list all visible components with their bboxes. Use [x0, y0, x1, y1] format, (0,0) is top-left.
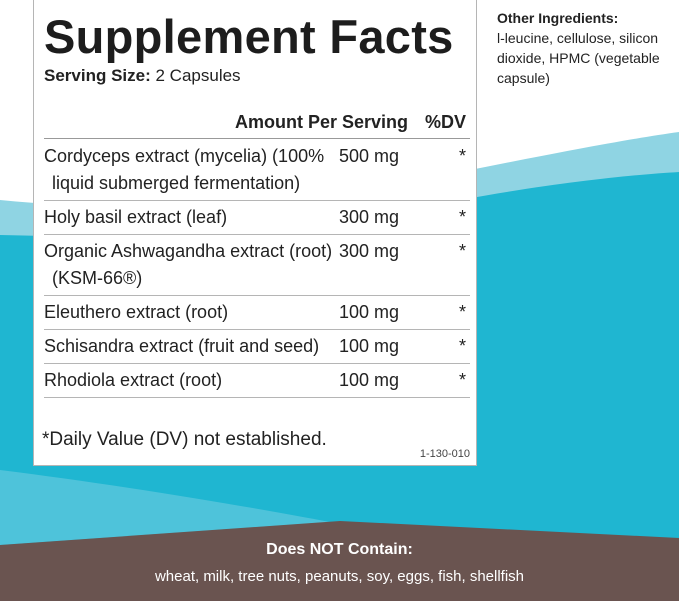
- serving-value: 2 Capsules: [155, 66, 241, 85]
- teal-accent: [0, 470, 330, 545]
- ingredient-name: Schisandra extract (fruit and seed): [44, 336, 320, 356]
- ingredient-amount: 300 mg: [339, 207, 400, 227]
- ingredient-amount: 100 mg: [339, 370, 400, 390]
- dnc-title: Does NOT Contain:: [266, 541, 413, 558]
- ingredient-row: Schisandra extract (fruit and seed) 100 m…: [44, 330, 470, 364]
- ingredient-name: Organic Ashwagandha extract (root) (KSM-…: [44, 241, 333, 288]
- ingredient-name: Holy basil extract (leaf): [44, 207, 228, 227]
- facts-panel: Supplement Facts Serving Size: 2 Capsule…: [33, 0, 477, 466]
- other-text: l-leucine, cellulose, silicon dioxide, H…: [497, 30, 660, 86]
- ingredient-name: Cordyceps extract (mycelia) (100% liquid…: [44, 146, 325, 193]
- ingredient-amount: 500 mg: [339, 146, 400, 166]
- ingredient-dv: *: [458, 336, 466, 356]
- ingredient-dv: *: [458, 302, 466, 322]
- rows: Cordyceps extract (mycelia) (100% liquid…: [44, 140, 470, 398]
- ingredient-row: Cordyceps extract (mycelia) (100% liquid…: [44, 140, 470, 201]
- title: Supplement Facts: [44, 10, 454, 63]
- ingredient-row: Rhodiola extract (root) 100 mg *: [44, 364, 470, 398]
- table-header: Amount Per Serving %DV: [44, 110, 470, 139]
- dnc-text: wheat, milk, tree nuts, peanuts, soy, eg…: [154, 568, 525, 585]
- footnote: *Daily Value (DV) not established.: [42, 429, 327, 450]
- other-title: Other Ingredients:: [497, 10, 619, 26]
- ingredient-name: Rhodiola extract (root): [44, 370, 223, 390]
- does-not-contain: Does NOT Contain: wheat, milk, tree nuts…: [0, 541, 679, 585]
- dv-header: %DV: [424, 112, 466, 132]
- ingredient-amount: 100 mg: [339, 336, 400, 356]
- ingredient-row: Organic Ashwagandha extract (root) (KSM-…: [44, 235, 470, 296]
- ingredient-dv: *: [458, 146, 466, 166]
- ingredient-row: Eleuthero extract (root) 100 mg *: [44, 296, 470, 330]
- brown-band: [0, 521, 679, 601]
- ingredient-dv: *: [458, 207, 466, 227]
- ingredient-name: Eleuthero extract (root): [44, 302, 229, 322]
- serving-size: Serving Size: 2 Capsules: [44, 66, 241, 86]
- ingredient-row: Holy basil extract (leaf) 300 mg *: [44, 201, 470, 235]
- serving-label: Serving Size:: [44, 66, 151, 85]
- ingredient-amount: 100 mg: [339, 302, 400, 322]
- other-ingredients: Other Ingredients: l-leucine, cellulose,…: [497, 8, 672, 88]
- amount-header: Amount Per Serving: [234, 112, 408, 132]
- ingredient-dv: *: [458, 241, 466, 261]
- ingredient-amount: 300 mg: [339, 241, 400, 261]
- ingredient-dv: *: [458, 370, 466, 390]
- product-code: 1-130-010: [419, 448, 470, 460]
